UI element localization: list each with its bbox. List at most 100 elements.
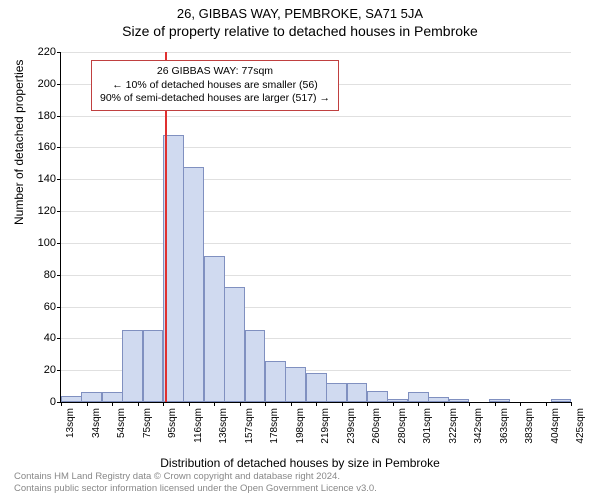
ytick-label: 100	[26, 237, 56, 249]
histogram-bar	[183, 167, 204, 402]
gridline	[61, 307, 571, 308]
plot-area: 02040608010012014016018020022013sqm34sqm…	[60, 52, 571, 403]
histogram-bar	[347, 383, 368, 402]
xtick-label: 34sqm	[91, 408, 102, 438]
xtick-mark	[469, 402, 470, 406]
histogram-bar	[224, 287, 245, 402]
xtick-label: 219sqm	[320, 408, 331, 444]
ytick-label: 60	[26, 301, 56, 313]
histogram-bar	[245, 330, 266, 402]
ytick-label: 40	[26, 332, 56, 344]
ytick-mark	[57, 147, 61, 148]
ytick-mark	[57, 211, 61, 212]
xtick-label: 425sqm	[575, 408, 586, 444]
histogram-bar	[387, 399, 408, 402]
footer-line1: Contains HM Land Registry data © Crown c…	[14, 471, 377, 482]
histogram-bar	[143, 330, 164, 402]
xtick-mark	[163, 402, 164, 406]
gridline	[61, 243, 571, 244]
xtick-label: 404sqm	[550, 408, 561, 444]
histogram-bar	[81, 392, 102, 402]
xtick-mark	[214, 402, 215, 406]
ytick-mark	[57, 307, 61, 308]
ytick-mark	[57, 179, 61, 180]
xtick-mark	[87, 402, 88, 406]
xtick-label: 280sqm	[397, 408, 408, 444]
xtick-label: 95sqm	[167, 408, 178, 438]
histogram-bar	[551, 399, 572, 402]
ytick-label: 80	[26, 269, 56, 281]
xtick-label: 383sqm	[524, 408, 535, 444]
xtick-mark	[546, 402, 547, 406]
xtick-mark	[393, 402, 394, 406]
ytick-mark	[57, 275, 61, 276]
address-title: 26, GIBBAS WAY, PEMBROKE, SA71 5JA	[0, 6, 600, 21]
ytick-mark	[57, 52, 61, 53]
gridline	[61, 116, 571, 117]
histogram-bar	[265, 361, 286, 402]
ytick-label: 120	[26, 205, 56, 217]
gridline	[61, 275, 571, 276]
histogram-bar	[122, 330, 143, 402]
histogram-bar	[326, 383, 347, 402]
xtick-label: 116sqm	[193, 408, 204, 443]
xtick-mark	[240, 402, 241, 406]
xtick-mark	[316, 402, 317, 406]
xtick-label: 198sqm	[295, 408, 306, 444]
xtick-label: 75sqm	[142, 408, 153, 438]
xtick-label: 301sqm	[422, 408, 433, 444]
histogram-bar	[204, 256, 225, 402]
xtick-label: 342sqm	[473, 408, 484, 444]
xtick-mark	[418, 402, 419, 406]
footer-attribution: Contains HM Land Registry data © Crown c…	[14, 471, 377, 494]
xtick-mark	[520, 402, 521, 406]
xtick-mark	[189, 402, 190, 406]
xtick-mark	[291, 402, 292, 406]
histogram-bar	[102, 392, 123, 402]
ytick-label: 200	[26, 78, 56, 90]
xtick-mark	[571, 402, 572, 406]
ytick-label: 220	[26, 46, 56, 58]
ytick-mark	[57, 338, 61, 339]
xtick-label: 136sqm	[218, 408, 229, 444]
gridline	[61, 52, 571, 53]
histogram-bar	[489, 399, 510, 402]
annotation-line1: 26 GIBBAS WAY: 77sqm	[100, 65, 330, 79]
xtick-label: 363sqm	[499, 408, 510, 444]
xtick-label: 157sqm	[244, 408, 255, 444]
histogram-bar	[306, 373, 327, 402]
histogram-bar	[61, 396, 82, 402]
xtick-label: 13sqm	[65, 408, 76, 438]
histogram-bar	[367, 391, 388, 402]
xtick-mark	[444, 402, 445, 406]
ytick-mark	[57, 243, 61, 244]
xtick-mark	[265, 402, 266, 406]
xtick-mark	[112, 402, 113, 406]
histogram-bar	[428, 397, 449, 402]
ytick-label: 160	[26, 141, 56, 153]
xtick-mark	[138, 402, 139, 406]
histogram-bar	[449, 399, 470, 402]
xtick-mark	[342, 402, 343, 406]
xtick-label: 322sqm	[448, 408, 459, 444]
xtick-label: 260sqm	[371, 408, 382, 444]
x-axis-label: Distribution of detached houses by size …	[0, 456, 600, 470]
histogram-bar	[285, 367, 306, 402]
xtick-mark	[367, 402, 368, 406]
annotation-line3: 90% of semi-detached houses are larger (…	[100, 92, 330, 106]
annotation-box: 26 GIBBAS WAY: 77sqm← 10% of detached ho…	[91, 60, 339, 111]
xtick-mark	[61, 402, 62, 406]
ytick-mark	[57, 116, 61, 117]
ytick-label: 140	[26, 173, 56, 185]
gridline	[61, 147, 571, 148]
ytick-label: 20	[26, 364, 56, 376]
annotation-line2: ← 10% of detached houses are smaller (56…	[100, 79, 330, 93]
footer-line2: Contains public sector information licen…	[14, 483, 377, 494]
gridline	[61, 211, 571, 212]
histogram-bar	[408, 392, 429, 402]
xtick-label: 239sqm	[346, 408, 357, 444]
chart-area: 02040608010012014016018020022013sqm34sqm…	[60, 52, 570, 402]
ytick-label: 180	[26, 110, 56, 122]
y-axis-label: Number of detached properties	[12, 60, 26, 225]
xtick-label: 178sqm	[269, 408, 280, 444]
